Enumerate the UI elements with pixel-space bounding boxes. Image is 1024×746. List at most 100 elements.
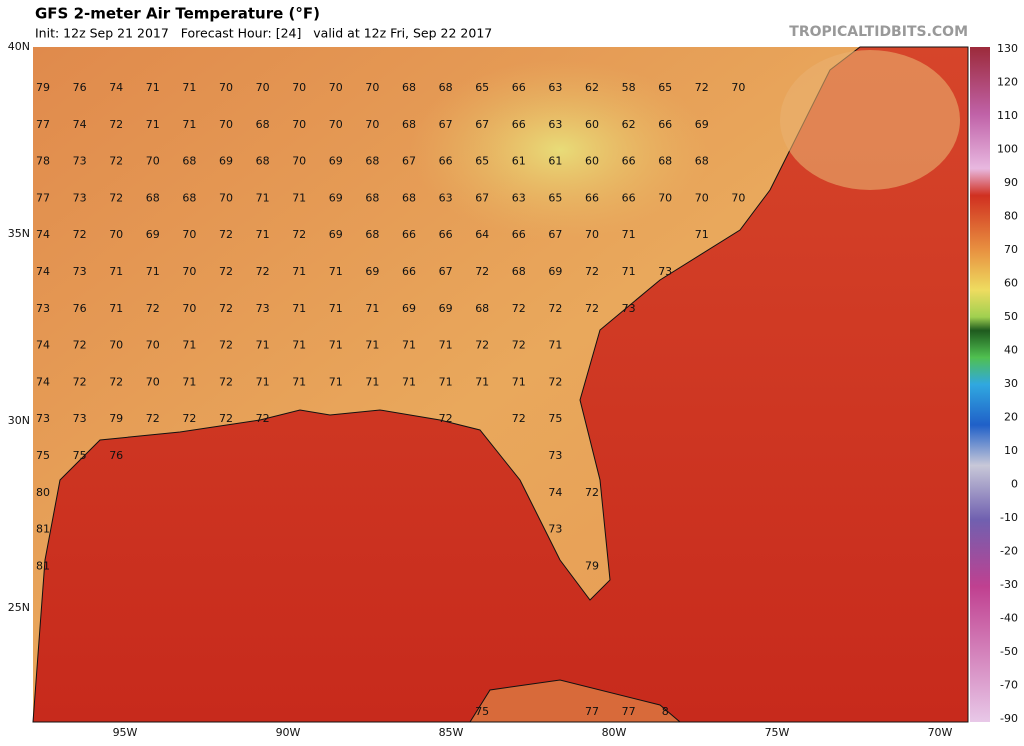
- longitude-label: 70W: [928, 726, 953, 739]
- temperature-label: 72: [512, 412, 526, 425]
- temperature-label: 78: [36, 155, 50, 168]
- temperature-label: 79: [36, 81, 50, 94]
- temperature-label: 69: [329, 191, 343, 204]
- colorbar-label: -10: [1000, 511, 1018, 524]
- temperature-label: 63: [548, 118, 562, 131]
- temperature-label: 68: [439, 81, 453, 94]
- temperature-label: 68: [365, 228, 379, 241]
- colorbar-label: 40: [1004, 344, 1018, 357]
- temperature-label: 72: [585, 265, 599, 278]
- temperature-label: 65: [658, 81, 672, 94]
- temperature-label: 72: [109, 191, 123, 204]
- temperature-label: 66: [622, 155, 636, 168]
- temperature-label: 70: [146, 375, 160, 388]
- temperature-label: 70: [146, 155, 160, 168]
- temperature-label: 72: [182, 412, 196, 425]
- temperature-label: 72: [219, 265, 233, 278]
- warm-anomaly: [780, 50, 960, 190]
- colorbar-label: 90: [1004, 176, 1018, 189]
- colorbar-label: 0: [1011, 478, 1018, 491]
- temperature-label: 71: [256, 339, 270, 352]
- temperature-label: 72: [256, 265, 270, 278]
- temperature-label: 71: [182, 81, 196, 94]
- temperature-label: 74: [36, 375, 50, 388]
- temperature-label: 67: [475, 118, 489, 131]
- temperature-label: 74: [548, 486, 562, 499]
- temperature-label: 70: [292, 81, 306, 94]
- temperature-label: 66: [512, 118, 526, 131]
- temperature-label: 74: [36, 339, 50, 352]
- colorbar-label: -40: [1000, 612, 1018, 625]
- temperature-label: 71: [182, 339, 196, 352]
- cuba: [469, 679, 682, 723]
- longitude-label: 85W: [439, 726, 464, 739]
- temperature-label: 72: [292, 228, 306, 241]
- temperature-label: 63: [439, 191, 453, 204]
- temperature-label: 70: [658, 191, 672, 204]
- temperature-label: 72: [512, 339, 526, 352]
- temperature-label: 68: [256, 118, 270, 131]
- temperature-label: 72: [256, 412, 270, 425]
- temperature-label: 69: [548, 265, 562, 278]
- colorbar-label: -20: [1000, 545, 1018, 558]
- temperature-label: 71: [439, 375, 453, 388]
- temperature-label: 72: [695, 81, 709, 94]
- temperature-label: 72: [109, 375, 123, 388]
- cool-region: [410, 60, 710, 240]
- temperature-label: 72: [146, 412, 160, 425]
- colorbar-label: -50: [1000, 645, 1018, 658]
- temperature-label: 65: [475, 155, 489, 168]
- temperature-label: 72: [109, 155, 123, 168]
- temperature-label: 74: [73, 118, 87, 131]
- temperature-label: 70: [329, 118, 343, 131]
- temperature-label: 71: [439, 339, 453, 352]
- temperature-label: 71: [329, 339, 343, 352]
- temperature-label: 71: [292, 265, 306, 278]
- temperature-label: 70: [219, 81, 233, 94]
- temperature-label: 71: [622, 265, 636, 278]
- temperature-label: 68: [365, 155, 379, 168]
- temperature-label: 72: [109, 118, 123, 131]
- temperature-label: 73: [658, 265, 672, 278]
- temperature-label: 73: [256, 302, 270, 315]
- colorbar-label: 80: [1004, 210, 1018, 223]
- temperature-label: 68: [402, 81, 416, 94]
- temperature-label: 71: [292, 339, 306, 352]
- temperature-label: 58: [622, 81, 636, 94]
- temperature-label: 73: [36, 412, 50, 425]
- temperature-label: 71: [329, 375, 343, 388]
- temperature-label: 70: [182, 228, 196, 241]
- temperature-label: 70: [585, 228, 599, 241]
- temperature-label: 73: [73, 155, 87, 168]
- temperature-label: 67: [548, 228, 562, 241]
- temperature-label: 72: [219, 375, 233, 388]
- temperature-label: 71: [109, 265, 123, 278]
- credit: TROPICALTIDBITS.COM: [789, 24, 968, 40]
- temperature-label: 65: [475, 81, 489, 94]
- temperature-label: 66: [402, 265, 416, 278]
- temperature-label: 70: [109, 339, 123, 352]
- temperature-label: 66: [439, 228, 453, 241]
- latitude-label: 35N: [8, 227, 30, 240]
- temperature-label: 61: [548, 155, 562, 168]
- latitude-label: 25N: [8, 601, 30, 614]
- temperature-label: 71: [402, 375, 416, 388]
- temperature-label: 70: [256, 81, 270, 94]
- temperature-label: 72: [475, 265, 489, 278]
- colorbar-label: 20: [1004, 411, 1018, 424]
- temperature-label: 71: [365, 339, 379, 352]
- temperature-label: 63: [512, 191, 526, 204]
- longitude-label: 80W: [602, 726, 627, 739]
- temperature-label: 71: [365, 375, 379, 388]
- temperature-label: 68: [512, 265, 526, 278]
- temperature-label: 71: [182, 375, 196, 388]
- temperature-label: 70: [292, 155, 306, 168]
- temperature-label: 71: [146, 81, 160, 94]
- temperature-label: 79: [585, 559, 599, 572]
- temperature-label: 73: [73, 265, 87, 278]
- temperature-label: 72: [219, 302, 233, 315]
- temperature-label: 66: [512, 228, 526, 241]
- temperature-label: 72: [73, 339, 87, 352]
- temperature-label: 70: [731, 81, 745, 94]
- temperature-label: 73: [622, 302, 636, 315]
